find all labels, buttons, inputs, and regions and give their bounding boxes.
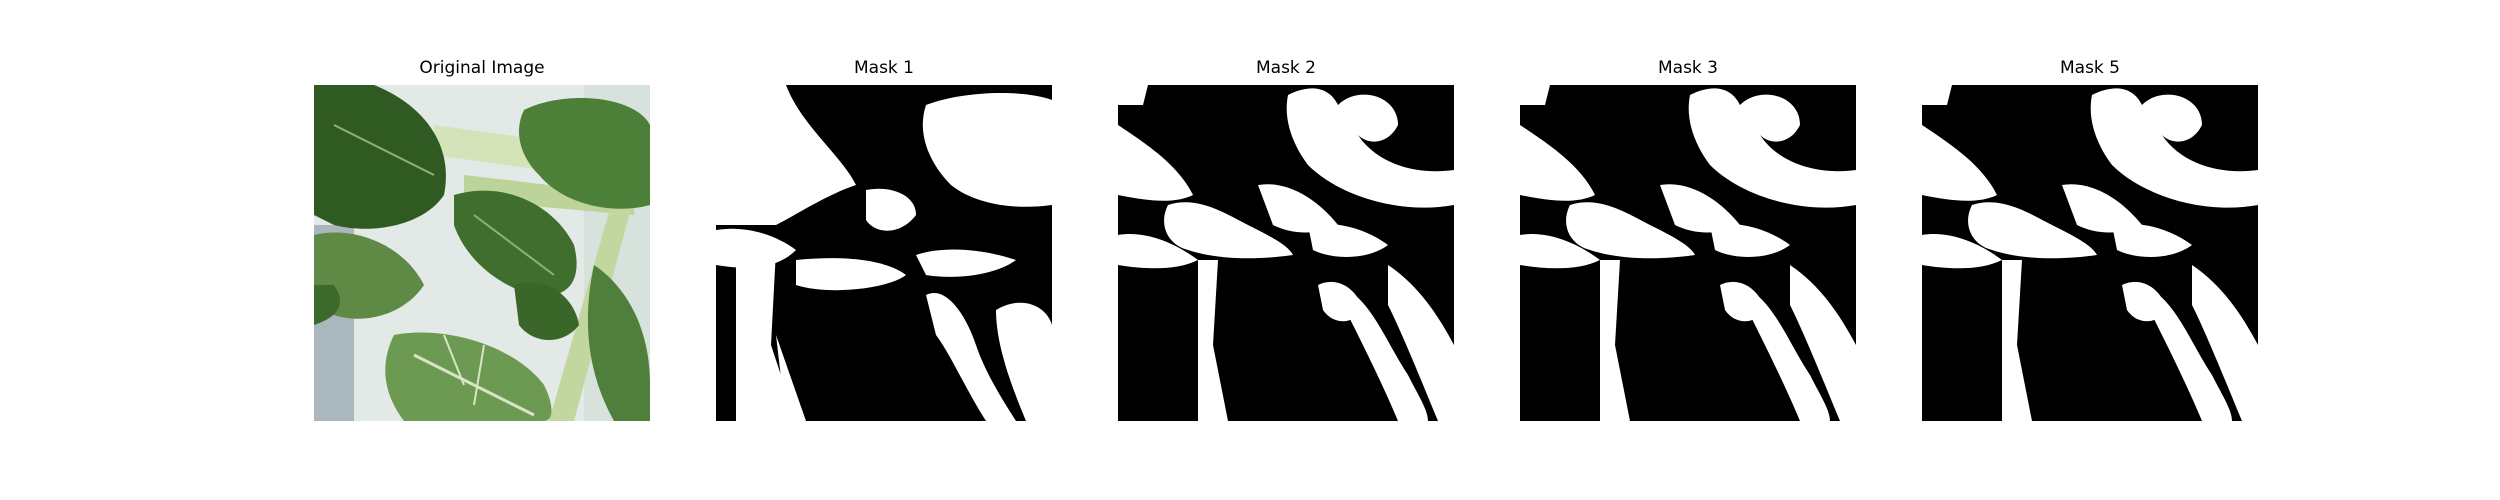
mask-3-image — [1520, 85, 1856, 421]
mask-1-image — [716, 85, 1052, 421]
panel-title-mask-5: Mask 5 — [2059, 58, 2120, 78]
mask-1-panel — [716, 85, 1052, 421]
mask-5-panel — [1922, 85, 2258, 421]
original-image — [314, 85, 650, 421]
original-image-panel — [314, 85, 650, 421]
mask-3-panel — [1520, 85, 1856, 421]
panel-title-mask-2: Mask 2 — [1255, 58, 1316, 78]
panel-title-original-image: Original Image — [419, 58, 545, 78]
mask-2-image — [1118, 85, 1454, 421]
mask-2-panel — [1118, 85, 1454, 421]
panel-title-mask-3: Mask 3 — [1657, 58, 1718, 78]
mask-5-image — [1922, 85, 2258, 421]
panel-title-mask-1: Mask 1 — [853, 58, 914, 78]
